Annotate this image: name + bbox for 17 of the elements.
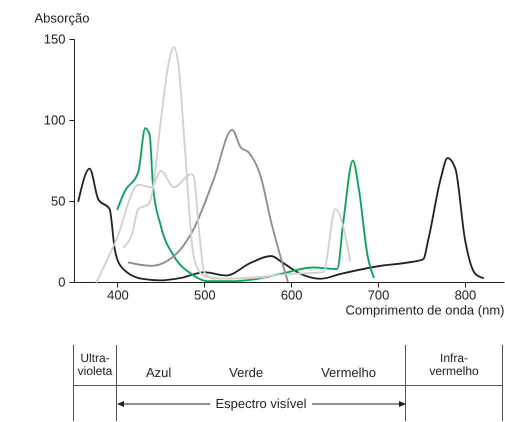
text: Ultra-violeta	[73, 345, 116, 386]
x-tick-label: 400	[107, 288, 129, 302]
text: Infra-vermelho	[405, 345, 503, 386]
y-tick-label: 50	[51, 194, 66, 208]
y-tick-label: 100	[44, 112, 66, 128]
y-axis-title: Absorção	[34, 10, 90, 26]
y-tick-label: 150	[44, 32, 66, 46]
x-tick-label: 500	[194, 288, 216, 302]
x-axis-title: Comprimento de onda (nm)	[346, 302, 504, 318]
text: Azul	[146, 364, 172, 380]
text: Vermelho	[321, 364, 376, 380]
text: Espectro visível	[210, 396, 312, 411]
y-tick-label: 0	[58, 274, 66, 290]
x-tick-label: 800	[454, 288, 476, 302]
x-tick-label: 700	[368, 288, 390, 302]
x-tick-label: 600	[280, 288, 303, 302]
text: Verde	[229, 364, 264, 380]
